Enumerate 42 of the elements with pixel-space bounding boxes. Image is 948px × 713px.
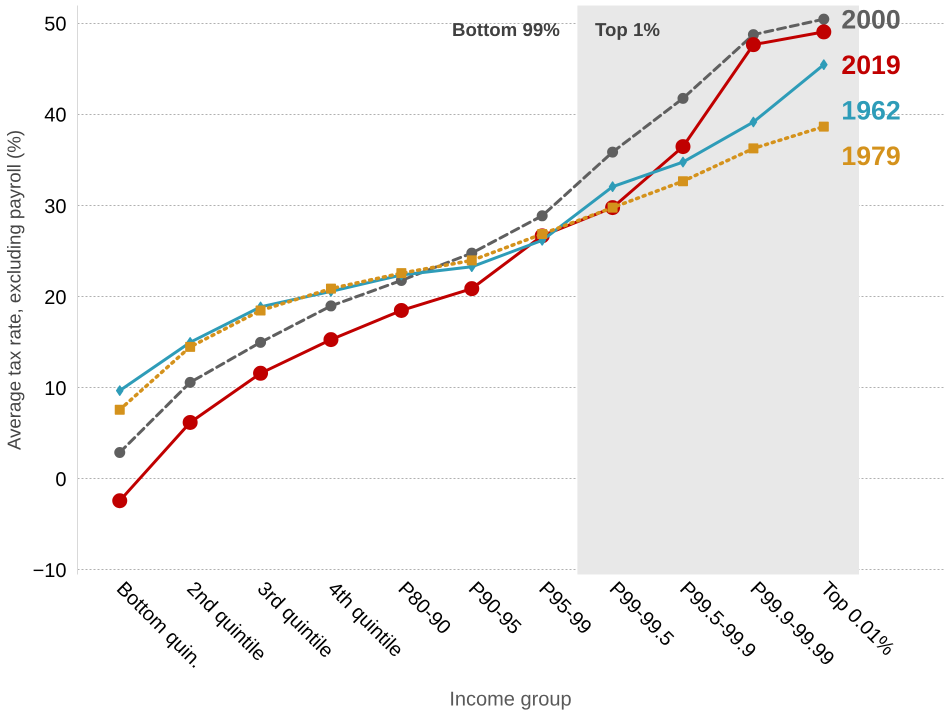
y-tick-label: 20 xyxy=(44,286,67,309)
y-tick-label: −10 xyxy=(32,560,67,582)
point xyxy=(818,122,829,132)
point xyxy=(325,300,336,312)
series-label: 1962 xyxy=(841,96,901,126)
point xyxy=(820,59,828,70)
point xyxy=(114,447,126,458)
band-label: Top 1% xyxy=(594,19,660,40)
point xyxy=(748,143,758,154)
point xyxy=(746,37,761,52)
y-tick-label: 30 xyxy=(44,196,67,218)
y-axis-title: Average tax rate, excluding payroll (%) xyxy=(4,130,25,450)
point xyxy=(677,92,688,104)
point xyxy=(675,139,690,154)
point xyxy=(116,385,124,396)
x-axis-title: Income group xyxy=(449,688,572,710)
annotation: Bottom 99% xyxy=(452,19,560,40)
point xyxy=(323,332,338,348)
point xyxy=(253,366,268,381)
series-label: 1979 xyxy=(841,141,901,172)
point xyxy=(185,342,196,352)
point xyxy=(255,336,266,348)
point xyxy=(536,210,548,222)
point xyxy=(464,281,480,296)
point xyxy=(466,255,477,266)
point xyxy=(112,493,128,508)
point xyxy=(114,404,125,415)
point xyxy=(182,414,198,430)
y-tick-label: 0 xyxy=(55,468,66,491)
point xyxy=(256,305,266,316)
point xyxy=(818,14,830,25)
y-tick-label: 10 xyxy=(44,378,67,400)
point xyxy=(607,146,618,158)
point xyxy=(816,24,832,40)
point xyxy=(326,284,336,294)
point xyxy=(184,376,196,388)
point xyxy=(394,303,409,318)
series-label: 2019 xyxy=(841,50,901,80)
y-tick-label: 40 xyxy=(44,104,67,127)
y-tick-label: 50 xyxy=(44,14,67,36)
series-label: 2000 xyxy=(841,4,901,35)
point xyxy=(678,176,688,186)
